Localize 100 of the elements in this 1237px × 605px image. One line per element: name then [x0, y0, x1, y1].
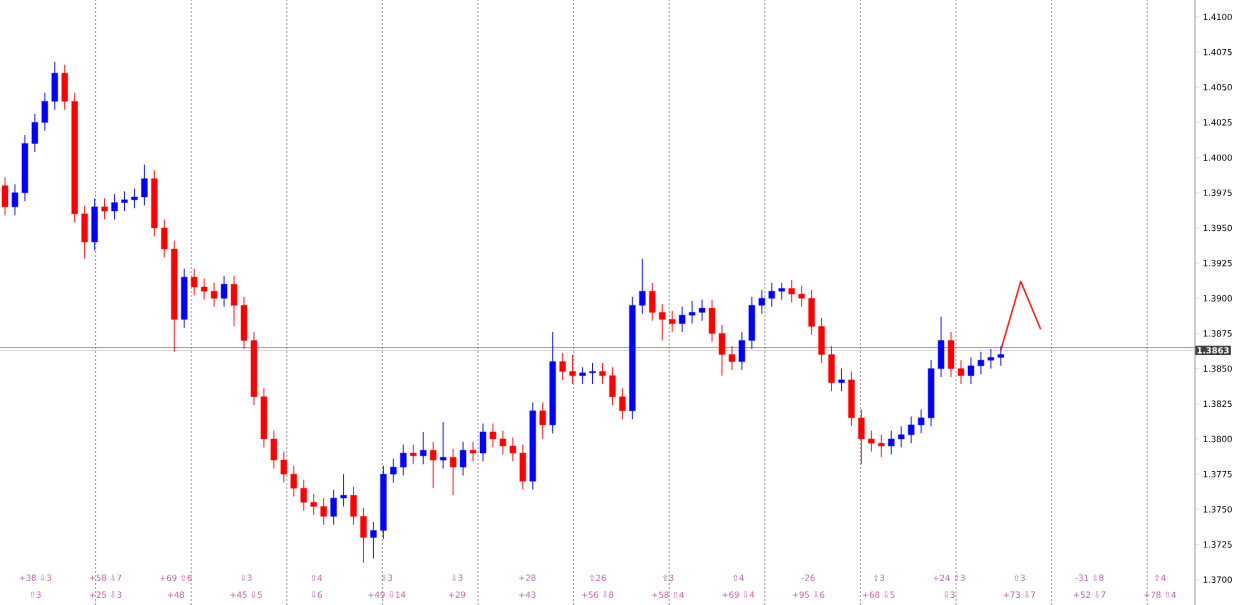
candlestick: [888, 430, 895, 455]
candlestick: [370, 521, 377, 560]
y-tick-label: 1.3900: [1203, 295, 1232, 302]
candlestick: [669, 310, 676, 333]
candlestick: [649, 282, 656, 322]
annotation: +52 ⇩7: [1073, 591, 1106, 598]
annotation: +28: [519, 574, 536, 581]
candlestick: [967, 356, 975, 385]
candlestick: [509, 437, 517, 462]
candlestick: [191, 268, 198, 296]
annotation: +48: [167, 591, 185, 598]
candlestick: [220, 275, 228, 308]
candlestick: [738, 331, 746, 371]
y-tick-label: 1.4075: [1203, 48, 1232, 56]
y-tick-label: 1.4050: [1203, 84, 1232, 91]
candlestick: [200, 278, 208, 301]
candlestick: [659, 303, 666, 341]
candlestick: [589, 362, 596, 385]
candlestick: [957, 359, 965, 385]
candlestick: [768, 282, 775, 308]
candlestick: [350, 486, 357, 526]
annotation: ⇩3: [452, 574, 463, 582]
y-tick-label: 1.3850: [1203, 365, 1232, 372]
candlestick: [340, 473, 347, 507]
candlestick: [141, 164, 148, 206]
candlestick: [619, 387, 626, 420]
candlestick: [878, 434, 885, 458]
y-tick-label: 1.3975: [1203, 189, 1232, 196]
candlestick: [688, 300, 696, 325]
y-tick-label: 1.3800: [1203, 435, 1232, 443]
annotation: ⇧3: [30, 591, 41, 598]
candlestick: [330, 489, 337, 526]
candlestick: [430, 441, 437, 489]
annotation: +95 ⇩6: [792, 591, 825, 598]
candlestick: [569, 354, 576, 385]
annotation: ⇧3: [873, 574, 885, 582]
candlestick: [599, 362, 606, 385]
candlestick: [718, 324, 726, 377]
annotation: +24 ⇧3: [933, 574, 965, 582]
candlestick: [410, 444, 417, 465]
candlestick: [31, 113, 39, 153]
candlestick: [858, 408, 865, 465]
candlestick: [639, 258, 646, 315]
y-tick-label: 1.3775: [1203, 470, 1232, 478]
candlestick: [459, 441, 467, 477]
annotation: +29: [448, 591, 466, 598]
annotation: +49 ⇩14: [368, 591, 406, 598]
y-tick-label: 1.4000: [1203, 154, 1232, 161]
annotation: +78 ⇧4: [1144, 591, 1176, 598]
y-tick-label: 1.3750: [1203, 506, 1232, 513]
annotation: +73 ⇩7: [1003, 591, 1036, 598]
annotation: +69 ⇧6: [160, 574, 192, 582]
candlestick: [210, 282, 218, 308]
annotation: +38 ⇩3: [19, 574, 51, 582]
y-tick-label: 1.4100: [1203, 13, 1232, 21]
candlestick: [479, 423, 487, 462]
candlestick: [908, 416, 915, 444]
annotation: +25 ⇩3: [89, 591, 122, 598]
y-tick-label: 1.3825: [1203, 400, 1232, 408]
candlestick: [101, 197, 108, 220]
annotation: -31 ⇩8: [1075, 574, 1104, 582]
y-tick-label: 1.3875: [1203, 330, 1232, 337]
annotation: ⇧4: [1155, 574, 1166, 581]
annotation: +58 ⇧4: [652, 591, 684, 598]
annotation: ⇩6: [311, 591, 323, 598]
annotation: +45 ⇩5: [230, 591, 262, 598]
candlestick: [449, 448, 457, 496]
candlestick: [758, 289, 765, 315]
annotation: +69 ⇩4: [722, 591, 755, 598]
candlestick: [390, 458, 397, 484]
candlestick: [898, 425, 905, 448]
candlestick: [360, 507, 367, 564]
candlestick: [678, 306, 686, 333]
candlestick: [320, 497, 327, 526]
y-tick-label: 1.3925: [1203, 259, 1232, 267]
candlestick: [559, 352, 566, 381]
annotation: ⇧3: [1014, 574, 1025, 582]
candlestick: [698, 299, 706, 322]
annotation: ⇧26: [590, 574, 606, 582]
candlestick: [300, 479, 307, 512]
candlestick: [11, 183, 19, 216]
ref-line-label: 1.3863: [1197, 347, 1229, 354]
candlestick: [539, 401, 546, 440]
candlestick: [41, 92, 48, 132]
candlestick: [290, 465, 297, 498]
y-tick-label: 1.4025: [1203, 119, 1232, 126]
candlestick: [997, 345, 1004, 367]
candlestick: [1, 176, 9, 216]
candlestick: [499, 430, 507, 455]
candlestick: [270, 430, 278, 469]
annotation: -26: [801, 574, 815, 581]
annotation: +58 ⇩7: [89, 574, 122, 582]
candlestick: [280, 451, 287, 484]
annotation: ⇩3: [241, 574, 252, 582]
candlestick: [131, 188, 138, 209]
candlestick: [788, 279, 795, 303]
y-tick-label: 1.3700: [1203, 576, 1232, 583]
annotation: ⇧4: [311, 574, 323, 581]
annotation: +56 ⇩8: [581, 591, 614, 598]
annotation: ⇧4: [733, 574, 744, 581]
